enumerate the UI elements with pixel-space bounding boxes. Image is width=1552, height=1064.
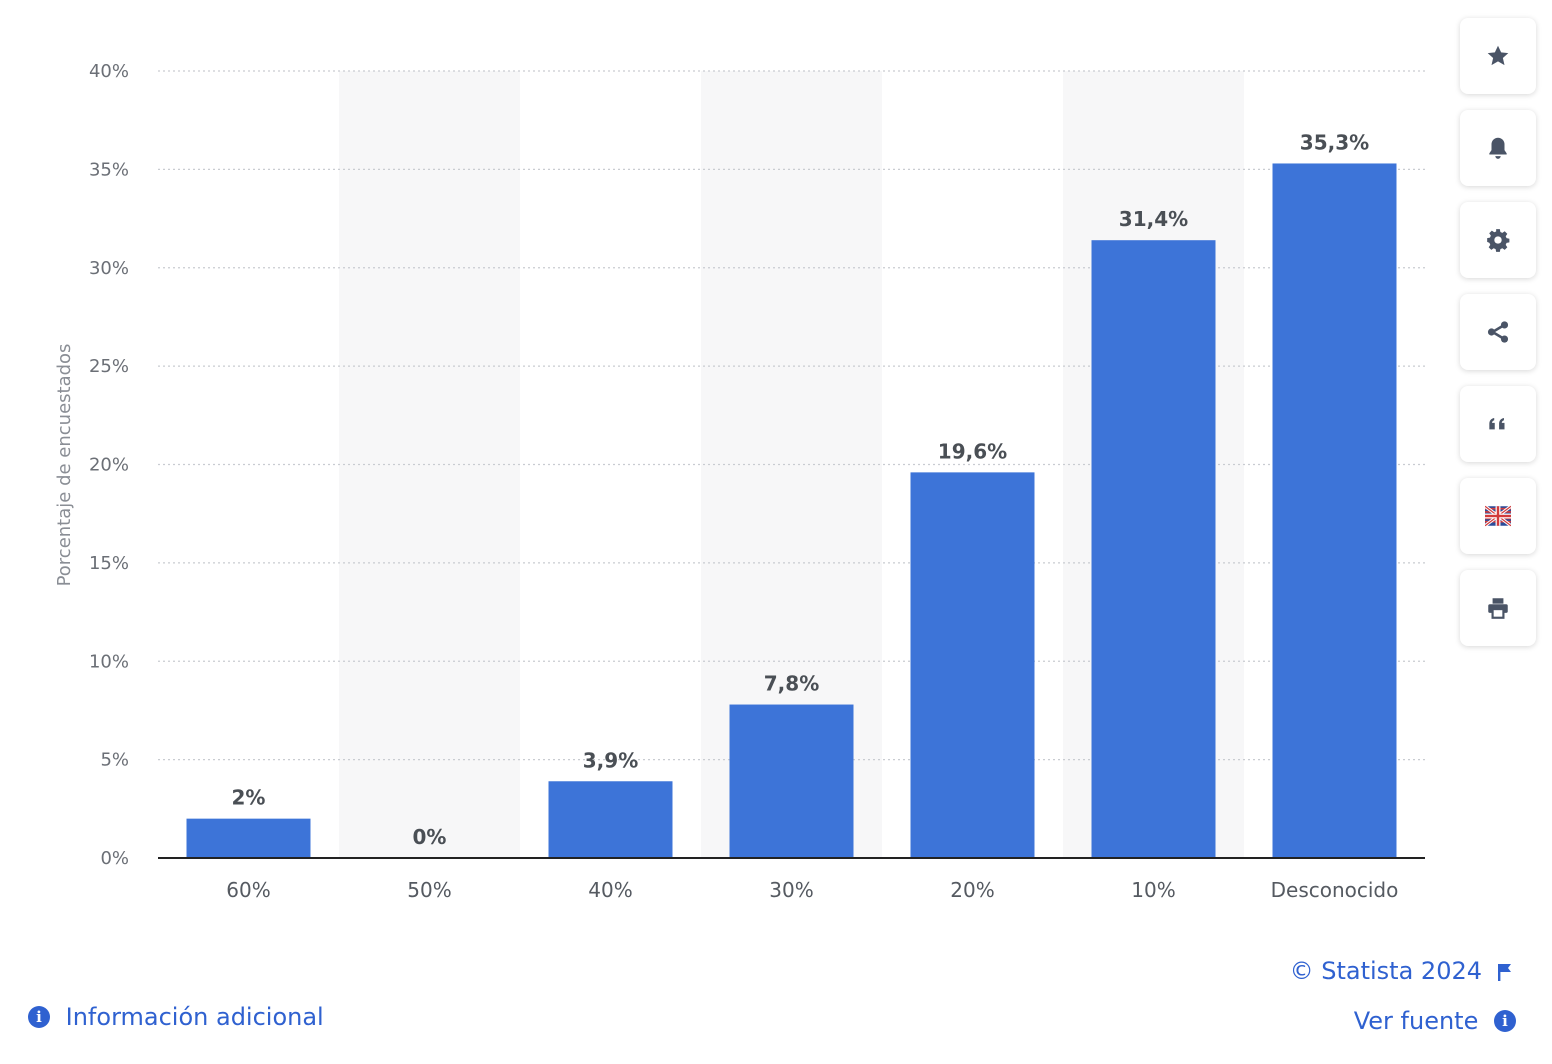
info-icon: i — [28, 1006, 50, 1028]
bell-icon — [1489, 137, 1507, 159]
language-button[interactable] — [1460, 478, 1536, 554]
bar[interactable] — [910, 472, 1035, 858]
favorite-button[interactable] — [1460, 18, 1536, 94]
data-label: 19,6% — [938, 439, 1007, 463]
x-tick-label: 30% — [769, 878, 813, 902]
x-tick-label: 40% — [588, 878, 632, 902]
y-tick-label: 25% — [89, 356, 129, 377]
x-tick-label: 60% — [226, 878, 270, 902]
flag-uk-icon — [1485, 504, 1511, 528]
x-tick-label: 10% — [1131, 878, 1175, 902]
view-source-label: Ver fuente — [1353, 1007, 1479, 1035]
y-axis-label: Porcentaje de encuestados — [54, 344, 75, 587]
data-label: 31,4% — [1119, 207, 1188, 231]
y-tick-label: 35% — [89, 159, 129, 180]
data-label: 3,9% — [583, 748, 638, 772]
bar-chart: 0% 5% 10% 15% 20% 25% 30% 35% 40% 2% 0% 3,9% 7,8% 19… — [54, 61, 1425, 902]
share-button[interactable] — [1460, 294, 1536, 370]
gear-icon — [1487, 229, 1510, 252]
flag-icon — [1498, 964, 1511, 981]
x-tick-label: Desconocido — [1271, 878, 1399, 902]
y-tick-label: 0% — [100, 848, 129, 869]
y-tick-label: 30% — [89, 258, 129, 279]
x-tick-label: 20% — [950, 878, 994, 902]
bar[interactable] — [1091, 240, 1216, 858]
print-button[interactable] — [1460, 570, 1536, 646]
additional-info-link[interactable]: i Información adicional — [28, 1002, 324, 1031]
star-icon — [1487, 45, 1509, 66]
y-tick-label: 20% — [89, 455, 129, 476]
data-label: 7,8% — [764, 672, 819, 696]
copyright-text: © Statista 2024 — [1289, 957, 1482, 985]
cite-button[interactable] — [1460, 386, 1536, 462]
share-icon — [1487, 321, 1509, 343]
data-label: 2% — [232, 786, 266, 810]
info-icon: i — [1494, 1010, 1516, 1032]
data-label: 35,3% — [1300, 130, 1369, 154]
quote-icon — [1489, 418, 1505, 430]
bar[interactable] — [1272, 163, 1397, 858]
view-source-link[interactable]: Ver fuente i — [1354, 1006, 1516, 1035]
bar[interactable] — [548, 781, 673, 858]
y-tick-label: 40% — [89, 61, 129, 82]
print-icon — [1488, 598, 1508, 619]
copyright-link[interactable]: © Statista 2024 — [1290, 957, 1482, 985]
notification-button[interactable] — [1460, 110, 1536, 186]
x-tick-label: 50% — [407, 878, 451, 902]
report-flag-button[interactable] — [1496, 962, 1514, 986]
additional-info-label: Información adicional — [65, 1003, 324, 1031]
y-tick-label: 15% — [89, 553, 129, 574]
y-tick-label: 10% — [89, 651, 129, 672]
y-tick-label: 5% — [100, 750, 129, 771]
data-label: 0% — [413, 825, 447, 849]
bar[interactable] — [186, 818, 311, 858]
settings-button[interactable] — [1460, 202, 1536, 278]
bar[interactable] — [729, 704, 854, 858]
